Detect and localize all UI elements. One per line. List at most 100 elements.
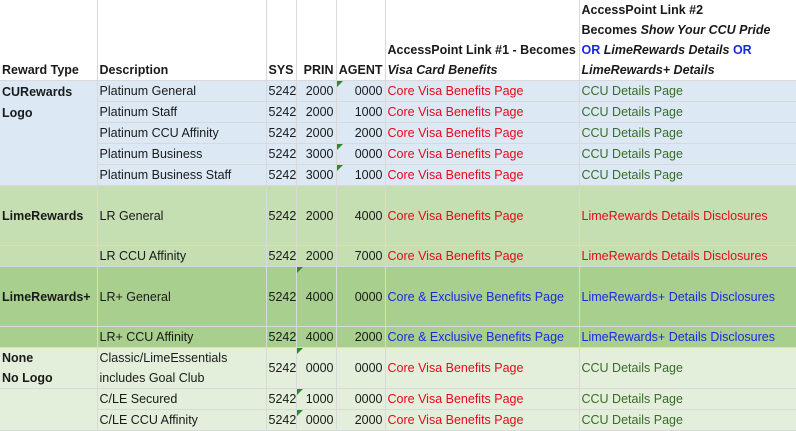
group-spacer: [0, 245, 98, 267]
row-link1: Core Visa Benefits Page: [385, 101, 580, 123]
row-sys: 5242: [266, 143, 297, 165]
row-prin: 1000: [296, 388, 337, 410]
header-row: Reward Type Description SYS PRIN AGENT A…: [0, 0, 796, 81]
header-link2-line2: Becomes Show Your CCU Pride: [581, 23, 771, 37]
header-link1: AccessPoint Link #1 - Becomes Visa Card …: [385, 0, 580, 81]
row-agent: 2000: [336, 409, 386, 431]
header-link2-line3: OR LimeRewards Details OR: [581, 43, 752, 57]
group-label-none: None No Logo: [0, 347, 98, 389]
table-row: Platinum CCU Affinity 5242 2000 2000 Cor…: [0, 122, 796, 144]
table-row: None No Logo Classic/LimeEssentials incl…: [0, 347, 796, 389]
row-description: LR CCU Affinity: [97, 245, 267, 267]
row-link2: CCU Details Page: [579, 122, 796, 144]
row-link2: CCU Details Page: [579, 409, 796, 431]
row-link1: Core Visa Benefits Page: [385, 185, 580, 246]
row-link2: LimeRewards Details Disclosures: [579, 245, 796, 267]
header-link1-line1: AccessPoint Link #1 - Becomes: [387, 43, 576, 57]
row-link1: Core Visa Benefits Page: [385, 388, 580, 410]
group-label-limerewards: LimeRewards: [0, 185, 98, 246]
header-reward-type: Reward Type: [0, 0, 98, 81]
header-prin: PRIN: [296, 0, 337, 81]
group-spacer: [0, 409, 98, 431]
row-sys: 5242: [266, 347, 297, 389]
row-link1: Core Visa Benefits Page: [385, 122, 580, 144]
row-description: Platinum Business Staff: [97, 164, 267, 186]
row-prin: 3000: [296, 164, 337, 186]
row-description: LR+ CCU Affinity: [97, 326, 267, 348]
row-description: C/LE CCU Affinity: [97, 409, 267, 431]
group-spacer: [0, 164, 98, 186]
row-prin: 4000: [296, 326, 337, 348]
row-agent: 4000: [336, 185, 386, 246]
row-link1: Core Visa Benefits Page: [385, 245, 580, 267]
group-spacer: [0, 143, 98, 165]
row-prin: 2000: [296, 185, 337, 246]
row-prin: 2000: [296, 245, 337, 267]
row-description: C/LE Secured: [97, 388, 267, 410]
row-link1: Core & Exclusive Benefits Page: [385, 266, 580, 327]
row-prin: 2000: [296, 80, 337, 102]
row-prin: 0000: [296, 347, 337, 389]
row-link2: LimeRewards Details Disclosures: [579, 185, 796, 246]
row-sys: 5242: [266, 101, 297, 123]
row-sys: 5242: [266, 326, 297, 348]
group-label-curewards: CURewards: [0, 80, 98, 102]
table-row: LR CCU Affinity 5242 2000 7000 Core Visa…: [0, 245, 796, 267]
row-description: Platinum General: [97, 80, 267, 102]
row-agent: 0000: [336, 347, 386, 389]
row-link2: CCU Details Page: [579, 164, 796, 186]
row-agent: 0000: [336, 388, 386, 410]
row-prin: 2000: [296, 122, 337, 144]
table-row: Logo Platinum Staff 5242 2000 1000 Core …: [0, 101, 796, 123]
header-link2: AccessPoint Link #2 Becomes Show Your CC…: [579, 0, 796, 81]
row-description: Classic/LimeEssentials includes Goal Clu…: [97, 347, 267, 389]
row-sys: 5242: [266, 388, 297, 410]
row-description: LR+ General: [97, 266, 267, 327]
row-prin: 3000: [296, 143, 337, 165]
row-description: Platinum Business: [97, 143, 267, 165]
row-link2: CCU Details Page: [579, 143, 796, 165]
header-description: Description: [97, 0, 267, 81]
header-sys: SYS: [266, 0, 297, 81]
header-agent: AGENT: [336, 0, 386, 81]
table-row: CURewards Platinum General 5242 2000 000…: [0, 80, 796, 102]
table-row: LimeRewards LR General 5242 2000 4000 Co…: [0, 185, 796, 246]
group-spacer: [0, 388, 98, 410]
row-link2: CCU Details Page: [579, 80, 796, 102]
table-row: C/LE CCU Affinity 5242 0000 2000 Core Vi…: [0, 409, 796, 431]
table-row: Platinum Business Staff 5242 3000 1000 C…: [0, 164, 796, 186]
row-sys: 5242: [266, 185, 297, 246]
header-link2-line1: AccessPoint Link #2: [581, 3, 704, 17]
row-sys: 5242: [266, 245, 297, 267]
row-agent: 0000: [336, 266, 386, 327]
row-link1: Core Visa Benefits Page: [385, 143, 580, 165]
row-sys: 5242: [266, 409, 297, 431]
row-sys: 5242: [266, 266, 297, 327]
row-link2: CCU Details Page: [579, 347, 796, 389]
row-agent: 0000: [336, 143, 386, 165]
row-link1: Core Visa Benefits Page: [385, 409, 580, 431]
row-prin: 4000: [296, 266, 337, 327]
row-link1: Core Visa Benefits Page: [385, 347, 580, 389]
row-agent: 1000: [336, 164, 386, 186]
table-row: C/LE Secured 5242 1000 0000 Core Visa Be…: [0, 388, 796, 410]
row-agent: 0000: [336, 80, 386, 102]
header-link1-line2: Visa Card Benefits: [387, 63, 498, 77]
header-link2-line4: LimeRewards+ Details: [581, 63, 715, 77]
row-description: LR General: [97, 185, 267, 246]
row-link1: Core Visa Benefits Page: [385, 80, 580, 102]
row-sys: 5242: [266, 164, 297, 186]
table-row: Platinum Business 5242 3000 0000 Core Vi…: [0, 143, 796, 165]
table-row: LimeRewards+ LR+ General 5242 4000 0000 …: [0, 266, 796, 327]
row-link2: CCU Details Page: [579, 388, 796, 410]
group-spacer: [0, 326, 98, 348]
row-description: Platinum CCU Affinity: [97, 122, 267, 144]
row-agent: 2000: [336, 122, 386, 144]
row-agent: 1000: [336, 101, 386, 123]
row-sys: 5242: [266, 80, 297, 102]
row-sys: 5242: [266, 122, 297, 144]
row-link2: CCU Details Page: [579, 101, 796, 123]
group-label-logo: Logo: [0, 101, 98, 123]
group-spacer: [0, 122, 98, 144]
